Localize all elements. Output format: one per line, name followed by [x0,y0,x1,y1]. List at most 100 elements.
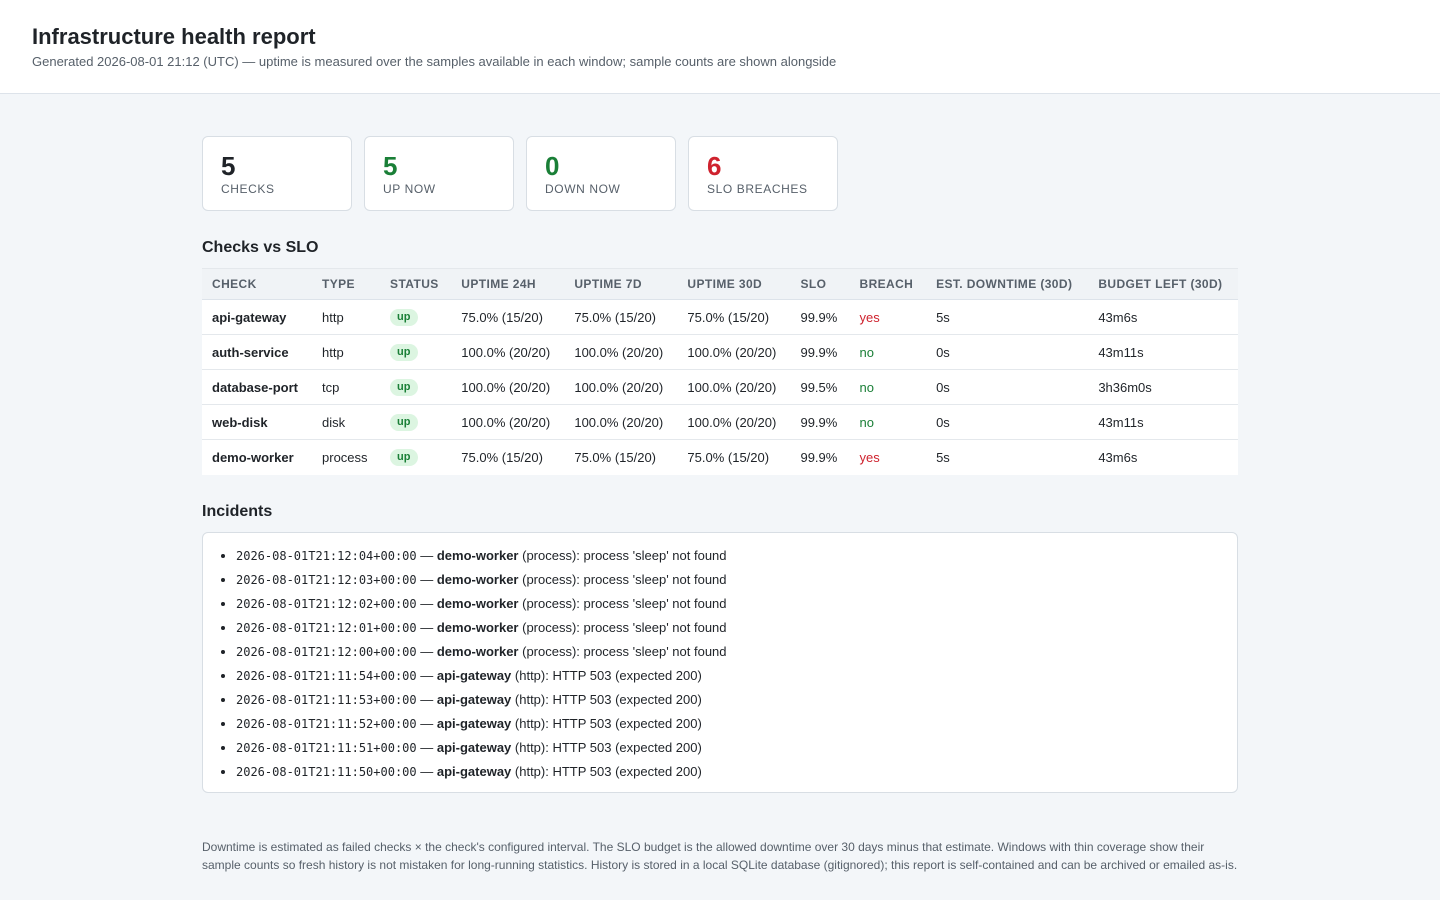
list-item: 2026-08-01T21:11:53+00:00 — api-gateway … [236,688,1225,712]
summary-label: UP NOW [383,182,436,196]
cell-type: http [312,334,381,370]
incident-check-name: demo-worker [436,619,519,635]
cell-uptime-7d: 100.0% (20/20) [564,334,678,370]
cell-uptime-30d: 100.0% (20/20) [677,404,791,440]
list-item: 2026-08-01T21:11:50+00:00 — api-gateway … [236,760,1225,784]
incident-list: 2026-08-01T21:12:04+00:00 — demo-worker … [236,544,1225,784]
cell-status: up [380,369,452,405]
incident-separator: — [416,739,437,755]
incident-separator: — [416,547,437,563]
cell-breach: no [849,369,927,405]
table-header-row: CHECK TYPE STATUS UPTIME 24H UPTIME 7D U… [202,268,1238,300]
incident-timestamp: 2026-08-01T21:11:53+00:00 [236,692,417,707]
incidents-section: Incidents 2026-08-01T21:12:04+00:00 — de… [202,503,1238,793]
column-header-status: STATUS [380,268,452,300]
cell-downtime: 0s [926,404,1089,440]
incident-check-name: api-gateway [436,739,512,755]
summary-cards: 5 CHECKS 5 UP NOW 0 DOWN NOW 6 SLO BREAC… [202,136,1238,211]
cell-check: web-disk [202,404,313,440]
summary-label: DOWN NOW [545,182,621,196]
cell-slo: 99.9% [800,449,838,465]
cell-downtime: 0s [926,334,1089,370]
cell-check: demo-worker [212,449,294,465]
incident-timestamp: 2026-08-01T21:12:00+00:00 [236,644,417,659]
list-item: 2026-08-01T21:12:02+00:00 — demo-worker … [236,592,1225,616]
incident-separator: — [416,595,437,611]
summary-value: 5 [383,151,398,181]
cell-breach: no [849,334,927,370]
summary-card-up-now: 5 UP NOW [364,136,514,211]
cell-type: disk [312,404,381,440]
column-header-uptime-7d: UPTIME 7D [564,268,678,300]
cell-uptime-30d: 75.0% (15/20) [687,449,770,465]
column-header-slo: SLO [790,268,850,300]
cell-breach: no [849,404,927,440]
cell-type: http [312,299,381,335]
list-item: 2026-08-01T21:12:00+00:00 — demo-worker … [236,640,1225,664]
incident-separator: — [416,619,437,635]
incident-timestamp: 2026-08-01T21:12:01+00:00 [236,620,417,635]
cell-uptime-7d: 75.0% (15/20) [564,299,678,335]
incident-separator: — [416,763,437,779]
cell-uptime-30d: 75.0% (15/20) [677,299,791,335]
table-row: auth-service http up 100.0% (20/20) 100.0% (… [202,334,1238,370]
summary-value: 0 [545,151,560,181]
cell-uptime-24h: 75.0% (15/20) [461,449,543,465]
incident-detail: (http): HTTP 503 (expected 200) [511,739,702,755]
cell-uptime-30d: 100.0% (20/20) [677,369,791,405]
cell-slo: 99.5% [790,369,850,405]
incident-timestamp: 2026-08-01T21:11:51+00:00 [236,740,417,755]
list-item: 2026-08-01T21:12:03+00:00 — demo-worker … [236,568,1225,592]
cell-budget: 43m6s [1098,449,1138,465]
cell-slo: 99.9% [790,334,850,370]
cell-uptime-7d: 100.0% (20/20) [564,369,678,405]
cell-budget: 43m11s [1088,334,1238,370]
incidents-panel: 2026-08-01T21:12:04+00:00 — demo-worker … [202,531,1238,793]
cell-downtime: 0s [926,369,1089,405]
summary-card-checks: 5 CHECKS [202,136,352,211]
incident-check-name: api-gateway [436,667,512,683]
page-title: Infrastructure health report [32,24,316,49]
cell-check: api-gateway [202,299,313,335]
incident-timestamp: 2026-08-01T21:12:02+00:00 [236,596,417,611]
incidents-section-heading: Incidents [202,502,273,520]
table-row: web-disk disk up 100.0% (20/20) 100.0% (20/2… [202,404,1238,440]
status-badge: up [390,449,418,467]
list-item: 2026-08-01T21:12:04+00:00 — demo-worker … [236,544,1225,568]
cell-uptime-24h: 100.0% (20/20) [451,334,565,370]
cell-status: up [380,334,452,370]
incident-detail: (process): process 'sleep' not found [518,595,727,611]
incident-check-name: api-gateway [436,763,512,779]
footer-note: Downtime is estimated as failed checks ×… [202,839,1238,872]
cell-breach: yes [859,449,880,465]
cell-type: tcp [312,369,381,405]
incident-detail: (http): HTTP 503 (expected 200) [511,667,702,683]
incident-check-name: demo-worker [436,643,519,659]
incident-check-name: demo-worker [436,595,519,611]
column-header-est-downtime: EST. DOWNTIME (30D) [926,268,1089,300]
incident-timestamp: 2026-08-01T21:12:03+00:00 [236,572,417,587]
incident-timestamp: 2026-08-01T21:11:50+00:00 [236,764,417,779]
summary-label: CHECKS [221,182,275,196]
incident-detail: (process): process 'sleep' not found [518,619,727,635]
column-header-breach: BREACH [849,268,927,300]
incident-check-name: demo-worker [436,571,519,587]
slo-section-heading: Checks vs SLO [202,239,319,256]
cell-status: up [380,404,452,440]
incident-separator: — [416,691,437,707]
cell-check: database-port [202,369,313,405]
column-header-type: TYPE [312,268,381,300]
cell-budget: 3h36m0s [1088,369,1238,405]
list-item: 2026-08-01T21:12:01+00:00 — demo-worker … [236,616,1225,640]
cell-budget: 43m6s [1088,299,1238,335]
incident-timestamp: 2026-08-01T21:12:04+00:00 [236,548,417,563]
summary-card-down-now: 0 DOWN NOW [526,136,676,211]
column-header-uptime-30d: UPTIME 30D [677,268,791,300]
cell-uptime-7d: 100.0% (20/20) [564,404,678,440]
slo-table: CHECK TYPE STATUS UPTIME 24H UPTIME 7D U… [202,268,1238,475]
incident-check-name: demo-worker [436,547,519,563]
cell-type: process [322,449,368,465]
table-row: api-gateway http up 75.0% (15/20) 75.0% (15/… [202,299,1238,335]
list-item: 2026-08-01T21:11:51+00:00 — api-gateway … [236,736,1225,760]
incident-check-name: api-gateway [436,691,512,707]
